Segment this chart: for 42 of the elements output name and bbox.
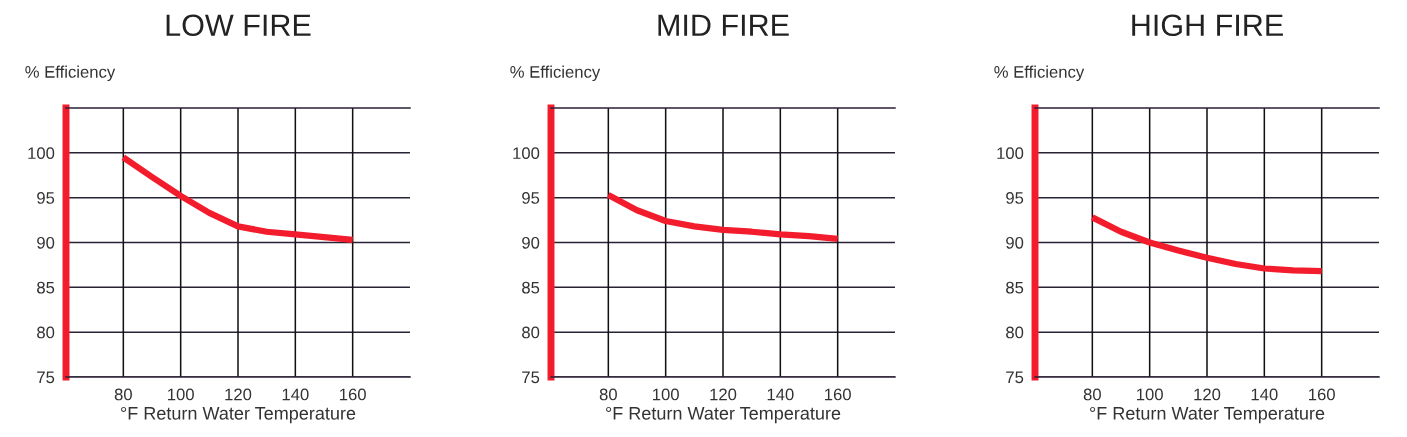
y-tick-label: 100	[997, 147, 1024, 160]
x-tick-label: 100	[168, 388, 194, 401]
x-tick-label: 80	[1083, 388, 1101, 401]
chart-title: LOW FIRE	[166, 14, 311, 37]
x-tick-label: 160	[340, 388, 366, 401]
y-tick-label: 80	[37, 326, 55, 339]
y-tick-label: 100	[513, 147, 540, 160]
y-tick-label: 90	[37, 236, 55, 249]
y-tick-label: 85	[522, 281, 540, 294]
x-tick-label: 80	[114, 388, 132, 401]
x-tick-label: 100	[653, 388, 679, 401]
y-tick-label: 100	[28, 147, 55, 160]
y-tick-label: 80	[1006, 326, 1024, 339]
x-tick-label: 120	[1194, 388, 1221, 401]
y-tick-label: 75	[1006, 371, 1024, 384]
y-tick-label: 75	[522, 371, 540, 384]
y-axis-title: % Efficiency	[25, 65, 116, 82]
x-axis-title: °F Return Water Temperature	[1090, 406, 1325, 424]
y-tick-label: 90	[522, 236, 540, 249]
x-axis-title: °F Return Water Temperature	[121, 406, 356, 424]
y-axis-title: % Efficiency	[510, 65, 601, 82]
y-axis-title: % Efficiency	[994, 65, 1085, 82]
y-tick-label: 95	[522, 192, 540, 204]
x-tick-label: 140	[282, 388, 309, 401]
y-tick-label: 80	[522, 326, 540, 339]
x-tick-label: 140	[767, 388, 794, 401]
x-tick-label: 120	[225, 388, 252, 401]
y-tick-label: 75	[37, 371, 55, 384]
x-tick-label: 160	[825, 388, 851, 401]
y-tick-label: 95	[1006, 192, 1024, 204]
y-tick-label: 90	[1006, 236, 1024, 249]
x-tick-label: 120	[710, 388, 737, 401]
y-tick-label: 95	[37, 192, 55, 204]
x-axis-title: °F Return Water Temperature	[606, 406, 841, 424]
chart-title: MID FIRE	[658, 14, 789, 36]
chart-title: HIGH FIRE	[1132, 14, 1283, 37]
y-tick-label: 85	[37, 281, 55, 294]
x-tick-label: 140	[1251, 388, 1278, 401]
x-tick-label: 100	[1137, 388, 1163, 401]
x-tick-label: 160	[1309, 388, 1335, 401]
x-tick-label: 80	[599, 388, 617, 401]
y-tick-label: 85	[1006, 281, 1024, 294]
